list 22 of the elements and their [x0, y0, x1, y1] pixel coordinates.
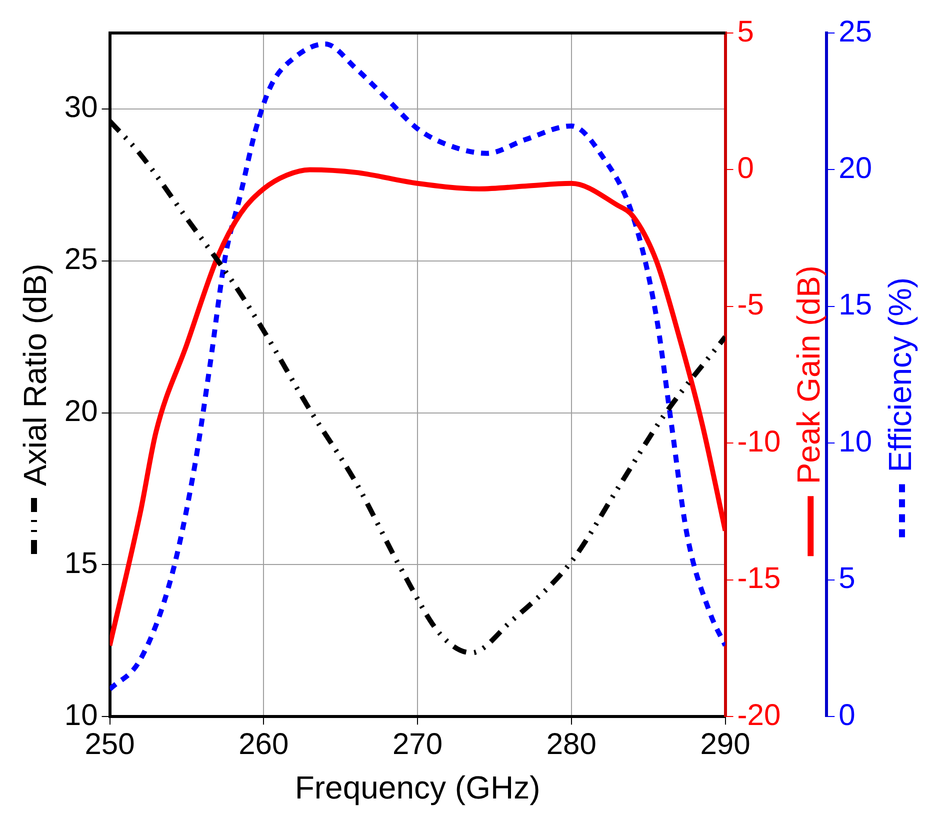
y3-tick-label: 10 — [838, 425, 872, 458]
y3-tick-label: 5 — [838, 562, 856, 596]
y3-tick-label: 20 — [838, 152, 872, 185]
y-tick-label: 20 — [64, 395, 98, 428]
y2-tick-label: -10 — [737, 425, 781, 458]
x-tick-label: 260 — [238, 728, 289, 761]
y3-tick-label: 15 — [838, 288, 872, 322]
y-tick-label: 25 — [64, 243, 98, 276]
y3-tick-label: 0 — [838, 698, 856, 732]
y2-axis-title: Peak Gain (dB) — [790, 265, 826, 484]
y2-tick-label: 5 — [737, 15, 754, 48]
y2-tick-label: 0 — [737, 152, 754, 185]
x-tick-label: 280 — [546, 728, 596, 761]
y-tick-label: 15 — [64, 546, 98, 580]
x-axis-title: Frequency (GHz) — [294, 770, 540, 806]
y-tick-label: 30 — [64, 91, 98, 124]
y3-axis-title: Efficiency (%) — [882, 277, 918, 472]
y3-tick-label: 25 — [838, 15, 872, 48]
y-axis-title: Axial Ratio (dB) — [17, 264, 54, 486]
y2-tick-label: -5 — [737, 288, 764, 322]
y2-tick-label: -15 — [737, 562, 781, 596]
x-tick-label: 270 — [392, 728, 443, 761]
